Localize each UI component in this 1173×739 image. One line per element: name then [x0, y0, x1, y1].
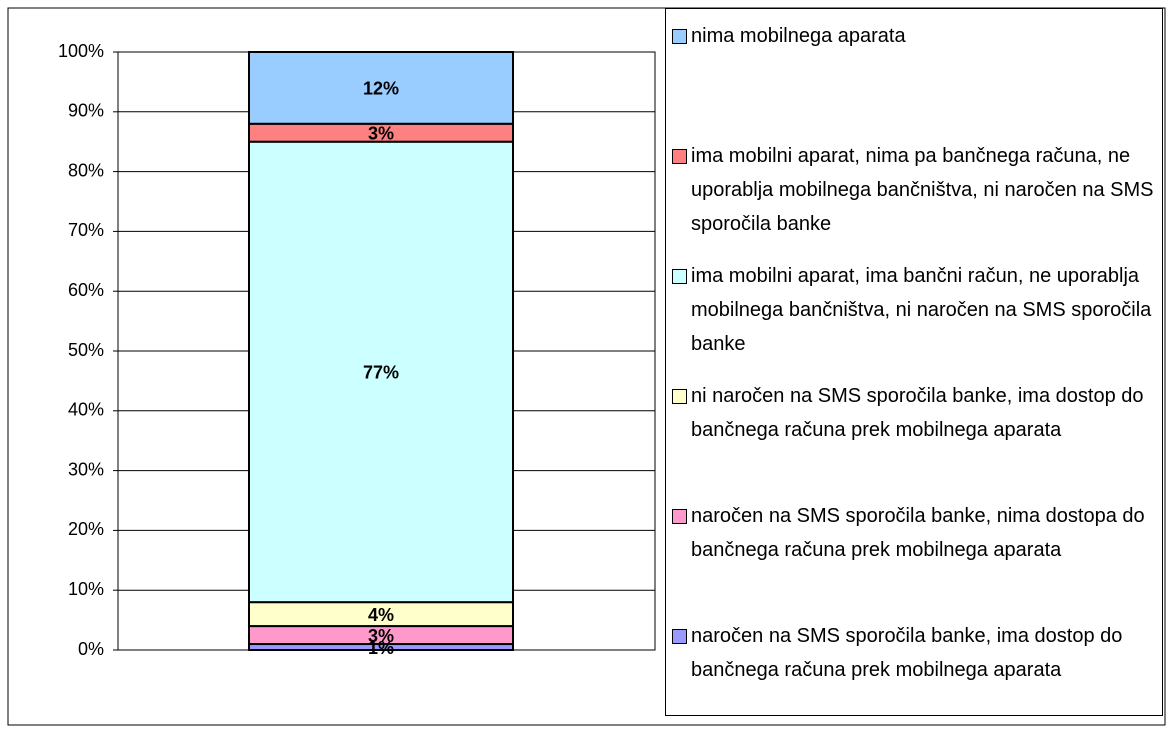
y-tick-label: 30%	[68, 459, 104, 479]
legend-label: ima mobilni aparat, ima bančni račun, ne…	[691, 265, 1152, 355]
legend-item: naročen na SMS sporočila banke, ima dost…	[666, 619, 1162, 739]
chart-border	[7, 7, 1166, 726]
bar-segment	[248, 140, 514, 604]
y-tick-label: 10%	[68, 579, 104, 599]
y-tick-label: 0%	[78, 639, 104, 659]
data-label: 3%	[368, 626, 394, 646]
legend-label: naročen na SMS sporočila banke, ima dost…	[691, 625, 1123, 681]
legend-swatch	[672, 629, 687, 644]
legend-item: naročen na SMS sporočila banke, nima dos…	[666, 499, 1162, 619]
y-tick-label: 40%	[68, 400, 104, 420]
data-label: 1%	[368, 638, 394, 658]
legend-item: nima mobilnega aparata	[666, 19, 1162, 139]
legend-label: ima mobilni aparat, nima pa bančnega rač…	[691, 145, 1154, 235]
legend-swatch	[672, 29, 687, 44]
y-tick-label: 70%	[68, 220, 104, 240]
legend-swatch	[672, 509, 687, 524]
legend-label: nima mobilnega aparata	[691, 25, 906, 47]
y-tick-label: 50%	[68, 340, 104, 360]
y-tick-label: 90%	[68, 101, 104, 121]
bar-segment	[248, 51, 514, 125]
legend-item: ima mobilni aparat, nima pa bančnega rač…	[666, 139, 1162, 259]
y-tick-label: 20%	[68, 519, 104, 539]
legend-swatch	[672, 149, 687, 164]
legend-swatch	[672, 389, 687, 404]
data-label: 3%	[368, 123, 394, 143]
legend: nima mobilnega aparata ima mobilni aparat…	[665, 8, 1163, 716]
data-label: 77%	[363, 363, 399, 383]
data-label: 12%	[363, 79, 399, 99]
legend-swatch	[672, 269, 687, 284]
y-tick-label: 100%	[58, 41, 104, 61]
y-tick-label: 80%	[68, 160, 104, 180]
legend-label: ni naročen na SMS sporočila banke, ima d…	[691, 385, 1144, 441]
data-label: 4%	[368, 605, 394, 625]
legend-item: ni naročen na SMS sporočila banke, ima d…	[666, 379, 1162, 499]
y-tick-label: 60%	[68, 280, 104, 300]
legend-item: ima mobilni aparat, ima bančni račun, ne…	[666, 259, 1162, 379]
legend-label: naročen na SMS sporočila banke, nima dos…	[691, 505, 1145, 561]
